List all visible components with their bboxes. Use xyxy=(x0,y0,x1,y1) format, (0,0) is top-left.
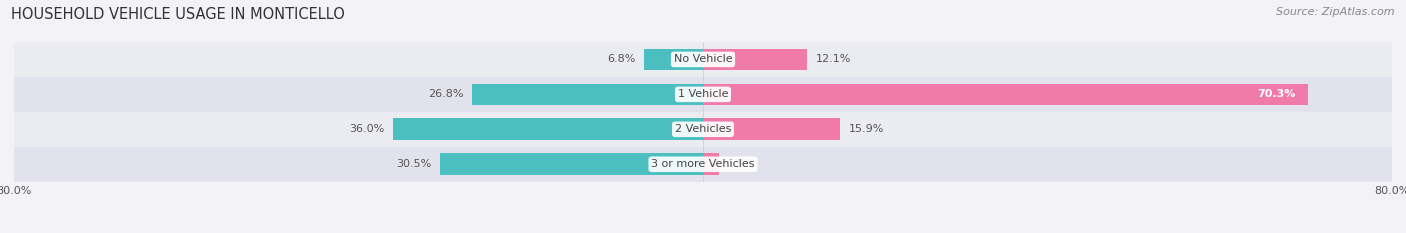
Text: 15.9%: 15.9% xyxy=(849,124,884,134)
Bar xyxy=(703,118,839,140)
Bar xyxy=(703,49,807,70)
Bar xyxy=(644,49,703,70)
Text: 36.0%: 36.0% xyxy=(349,124,384,134)
Text: 6.8%: 6.8% xyxy=(607,55,636,64)
Bar xyxy=(14,42,1392,77)
Bar xyxy=(703,153,718,175)
Bar xyxy=(14,112,1392,147)
Text: 12.1%: 12.1% xyxy=(815,55,851,64)
Text: Source: ZipAtlas.com: Source: ZipAtlas.com xyxy=(1277,7,1395,17)
Text: 3 or more Vehicles: 3 or more Vehicles xyxy=(651,159,755,169)
Text: HOUSEHOLD VEHICLE USAGE IN MONTICELLO: HOUSEHOLD VEHICLE USAGE IN MONTICELLO xyxy=(11,7,344,22)
Bar xyxy=(392,118,703,140)
Text: 30.5%: 30.5% xyxy=(396,159,432,169)
Text: 70.3%: 70.3% xyxy=(1257,89,1295,99)
Bar xyxy=(14,77,1392,112)
Bar xyxy=(440,153,703,175)
Bar xyxy=(472,83,703,105)
Text: 26.8%: 26.8% xyxy=(427,89,464,99)
Text: 2 Vehicles: 2 Vehicles xyxy=(675,124,731,134)
Text: 1 Vehicle: 1 Vehicle xyxy=(678,89,728,99)
Text: 1.8%: 1.8% xyxy=(727,159,755,169)
Bar xyxy=(703,83,1309,105)
Text: No Vehicle: No Vehicle xyxy=(673,55,733,64)
Bar xyxy=(14,147,1392,182)
